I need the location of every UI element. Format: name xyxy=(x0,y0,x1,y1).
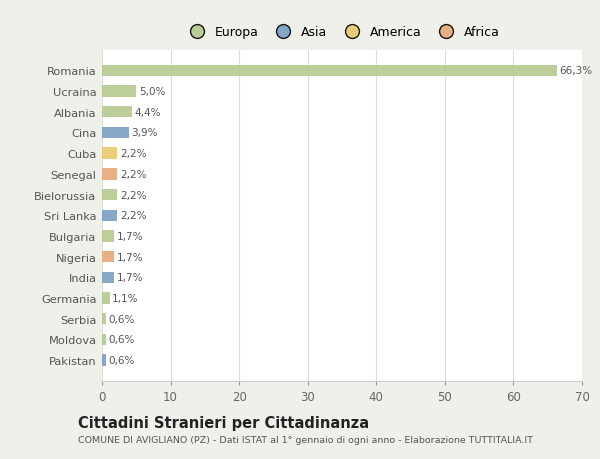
Text: 0,6%: 0,6% xyxy=(109,355,135,365)
Text: 2,2%: 2,2% xyxy=(120,169,146,179)
Bar xyxy=(102,210,117,221)
Bar xyxy=(102,128,129,139)
Text: 1,7%: 1,7% xyxy=(116,231,143,241)
Bar xyxy=(102,107,132,118)
Bar xyxy=(102,86,136,97)
Text: 2,2%: 2,2% xyxy=(120,190,146,200)
Legend: Europa, Asia, America, Africa: Europa, Asia, America, Africa xyxy=(182,24,502,42)
Text: 1,7%: 1,7% xyxy=(116,252,143,262)
Bar xyxy=(102,293,110,304)
Text: Cittadini Stranieri per Cittadinanza: Cittadini Stranieri per Cittadinanza xyxy=(78,415,369,431)
Text: 1,1%: 1,1% xyxy=(112,293,139,303)
Bar xyxy=(102,355,106,366)
Text: 4,4%: 4,4% xyxy=(135,107,161,118)
Text: 2,2%: 2,2% xyxy=(120,211,146,221)
Bar xyxy=(102,272,113,283)
Text: 1,7%: 1,7% xyxy=(116,273,143,283)
Text: 5,0%: 5,0% xyxy=(139,87,166,97)
Bar xyxy=(102,313,106,325)
Bar xyxy=(102,231,113,242)
Text: 3,9%: 3,9% xyxy=(131,128,158,138)
Bar xyxy=(102,66,557,77)
Bar xyxy=(102,252,113,263)
Text: 66,3%: 66,3% xyxy=(559,66,592,76)
Bar xyxy=(102,190,117,201)
Text: 0,6%: 0,6% xyxy=(109,314,135,324)
Bar xyxy=(102,169,117,180)
Text: 0,6%: 0,6% xyxy=(109,335,135,345)
Bar xyxy=(102,334,106,345)
Text: 2,2%: 2,2% xyxy=(120,149,146,159)
Bar xyxy=(102,148,117,159)
Text: COMUNE DI AVIGLIANO (PZ) - Dati ISTAT al 1° gennaio di ogni anno - Elaborazione : COMUNE DI AVIGLIANO (PZ) - Dati ISTAT al… xyxy=(78,435,533,444)
